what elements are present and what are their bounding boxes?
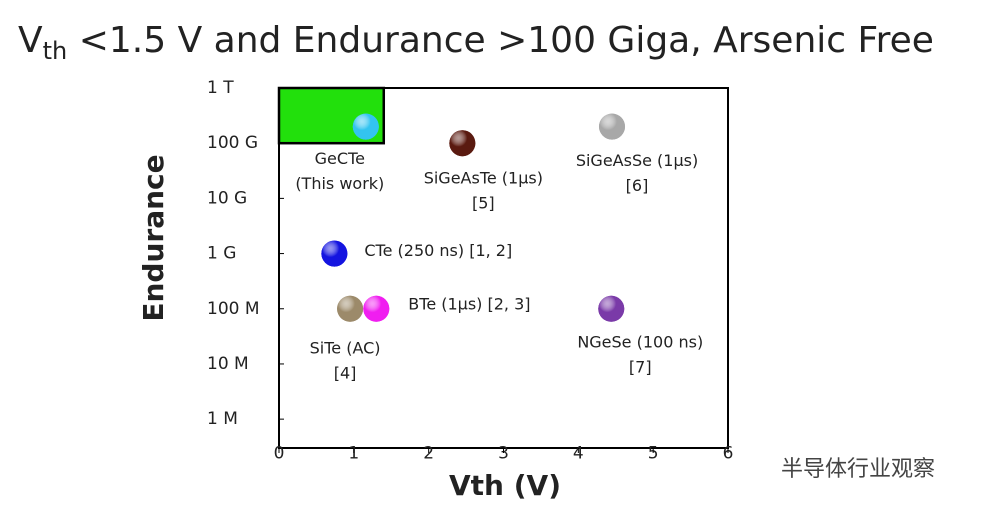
y-tick-label: 1 G: [207, 244, 236, 264]
point-shade: [352, 113, 379, 140]
y-tick-label: 100 M: [207, 299, 260, 319]
chart-title: Vth <1.5 V and Endurance >100 Giga, Arse…: [18, 20, 934, 65]
y-tick-label: 1 T: [207, 78, 234, 98]
point-shade: [363, 295, 390, 322]
point-label: [6]: [626, 176, 649, 195]
y-tick-label: 100 G: [207, 133, 258, 153]
point-shade: [449, 130, 476, 157]
y-tick-label: 1 M: [207, 409, 238, 429]
point-label: CTe (250 ns) [1, 2]: [364, 241, 512, 260]
x-tick-label: 0: [274, 444, 285, 464]
x-tick-label: 3: [498, 444, 509, 464]
point-shade: [598, 295, 625, 322]
title-rest: <1.5 V and Endurance >100 Giga, Arsenic …: [67, 20, 934, 61]
x-tick-label: 5: [648, 444, 659, 464]
x-axis-label: Vth (V): [449, 469, 561, 502]
point-label: SiGeAsTe (1μs): [424, 169, 543, 188]
y-tick-label: 10 M: [207, 354, 249, 374]
x-tick-label: 4: [573, 444, 584, 464]
title-main: V: [18, 20, 43, 61]
point-label: [4]: [334, 363, 357, 382]
x-tick-label: 1: [348, 444, 359, 464]
point-shade: [599, 113, 626, 140]
point-shade: [321, 240, 348, 267]
y-axis-label: Endurance: [137, 154, 170, 321]
point-label: SiGeAsSe (1μs): [576, 151, 698, 170]
point-label: [5]: [472, 194, 495, 213]
point-shade: [337, 295, 364, 322]
title-sub: th: [43, 37, 68, 65]
point-label: (This work): [295, 174, 384, 193]
x-tick-label: 6: [723, 444, 734, 464]
point-label: SiTe (AC): [310, 338, 381, 357]
point-label: BTe (1μs) [2, 3]: [408, 294, 530, 313]
x-tick-label: 2: [423, 444, 434, 464]
y-tick-label: 10 G: [207, 188, 247, 208]
point-label: NGeSe (100 ns): [577, 332, 703, 351]
watermark: 半导体行业观察: [781, 457, 935, 482]
point-label: GeCTe: [315, 149, 365, 168]
point-label: [7]: [629, 357, 652, 376]
